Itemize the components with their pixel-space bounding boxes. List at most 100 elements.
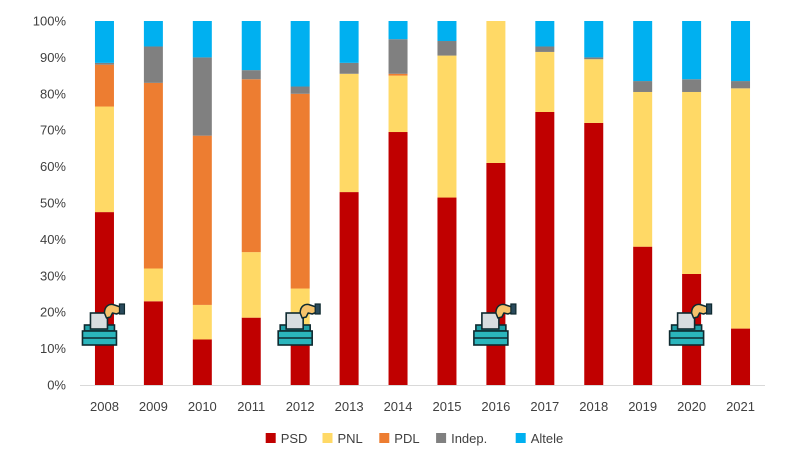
x-tick-label: 2019 [628,399,657,414]
y-tick-label: 50% [40,196,66,211]
x-tick-label: 2008 [90,399,119,414]
y-tick-label: 70% [40,123,66,138]
bar-segment-altele-2021 [731,21,751,82]
bar-segment-pdl-2012 [290,93,310,289]
bar-segment-pnl-2011 [241,252,261,318]
x-tick-label: 2014 [384,399,413,414]
bar-segment-psd-2013 [339,192,359,385]
x-tick-label: 2010 [188,399,217,414]
bar-segment-pdl-2008 [94,64,114,107]
bars [94,21,751,386]
bar-segment-psd-2015 [437,197,457,385]
legend-label: Altele [531,431,564,446]
x-tick-label: 2020 [677,399,706,414]
bar-segment-indep-2008 [94,62,114,65]
y-tick-label: 80% [40,86,66,101]
bar-segment-psd-2018 [584,122,604,386]
bar-segment-altele-2010 [192,21,212,58]
bar-segment-altele-2017 [535,21,555,47]
bar-segment-psd-2017 [535,112,555,385]
y-tick-label: 40% [40,232,66,247]
bar-segment-psd-2011 [241,317,261,385]
bar-segment-psd-2014 [388,132,408,385]
bar-segment-psd-2019 [633,246,653,385]
bar-segment-pdl-2011 [241,79,261,253]
legend-label: PDL [394,431,419,446]
y-tick-label: 90% [40,50,66,65]
y-tick-label: 20% [40,305,66,320]
bar-segment-indep-2010 [192,57,212,136]
bar-segment-pnl-2021 [731,88,751,329]
legend-label: PNL [338,431,363,446]
x-tick-label: 2012 [286,399,315,414]
legend-swatch-indep [436,433,447,443]
legend-swatch-psd [265,433,276,443]
legend-label: PSD [281,431,308,446]
ballot-box-icon [668,303,713,346]
bar-segment-psd-2009 [143,301,163,385]
bar-segment-altele-2012 [290,21,310,87]
bar-segment-indep-2015 [437,41,457,56]
x-tick-label: 2018 [579,399,608,414]
bar-segment-pnl-2017 [535,51,555,112]
x-tick-label: 2021 [726,399,755,414]
bar-segment-pnl-2014 [388,75,408,133]
y-tick-label: 60% [40,159,66,174]
bar-segment-indep-2019 [633,81,653,92]
bar-segment-psd-2010 [192,339,212,385]
bar-segment-pnl-2013 [339,73,359,193]
bar-segment-indep-2009 [143,46,163,83]
bar-segment-altele-2011 [241,21,261,71]
bar-segment-indep-2012 [290,86,310,94]
bar-segment-indep-2013 [339,62,359,74]
x-tick-label: 2009 [139,399,168,414]
bar-segment-pnl-2015 [437,55,457,198]
bar-segment-psd-2008 [94,212,114,385]
x-tick-label: 2011 [237,399,265,414]
bar-segment-pnl-2010 [192,304,212,340]
bar-segment-pdl-2010 [192,135,212,305]
x-tick-label: 2017 [530,399,559,414]
bar-segment-psd-2012 [290,344,310,385]
legend-swatch-pdl [379,433,390,443]
ballot-box-icon [81,303,126,346]
ballot-box-icon [473,303,517,346]
bar-segment-psd-2021 [731,328,751,385]
x-tick-label: 2013 [335,399,364,414]
bar-segment-indep-2017 [535,46,555,52]
bar-segment-indep-2018 [584,57,604,60]
bar-segment-altele-2013 [339,21,359,63]
x-tick-label: 2016 [481,399,510,414]
y-tick-label: 0% [47,378,66,393]
bar-segment-altele-2020 [682,21,702,80]
legend-swatch-pnl [322,433,333,443]
y-tick-label: 30% [40,268,66,283]
legend-swatch-altele [515,433,526,443]
bar-segment-altele-2008 [94,21,114,63]
bar-segment-altele-2018 [584,21,604,58]
bar-segment-indep-2021 [731,81,751,89]
bar-segment-pnl-2008 [94,106,114,213]
bar-segment-indep-2011 [241,70,261,80]
ballot-box-icon [277,303,321,346]
y-tick-label: 10% [40,341,66,356]
bar-segment-pnl-2009 [143,268,163,302]
legend-label: Indep. [451,431,487,446]
bar-segment-altele-2014 [388,21,408,40]
bar-segment-pnl-2018 [584,59,604,123]
bar-segment-altele-2009 [143,21,163,47]
bar-segment-psd-2016 [486,162,506,385]
bar-segment-altele-2015 [437,21,457,42]
bar-segment-pnl-2019 [633,91,653,247]
y-axis: 0% 10% 20% 30% 40% 50% 60% 70% 80% 90% 100% [33,14,67,393]
bar-segment-pdl-2009 [143,82,163,269]
bar-segment-pnl-2020 [682,91,702,274]
x-axis: 2008 2009 2010 2011 2012 2013 2014 2015 2016 2017… [90,399,755,414]
legend: PSD PNL PDL Indep. Altele [265,431,564,446]
bar-segment-indep-2014 [388,39,408,74]
bar-segment-pdl-2014 [388,73,408,76]
x-tick-label: 2015 [433,399,462,414]
bar-segment-altele-2019 [633,21,653,82]
election-icons [81,303,713,346]
